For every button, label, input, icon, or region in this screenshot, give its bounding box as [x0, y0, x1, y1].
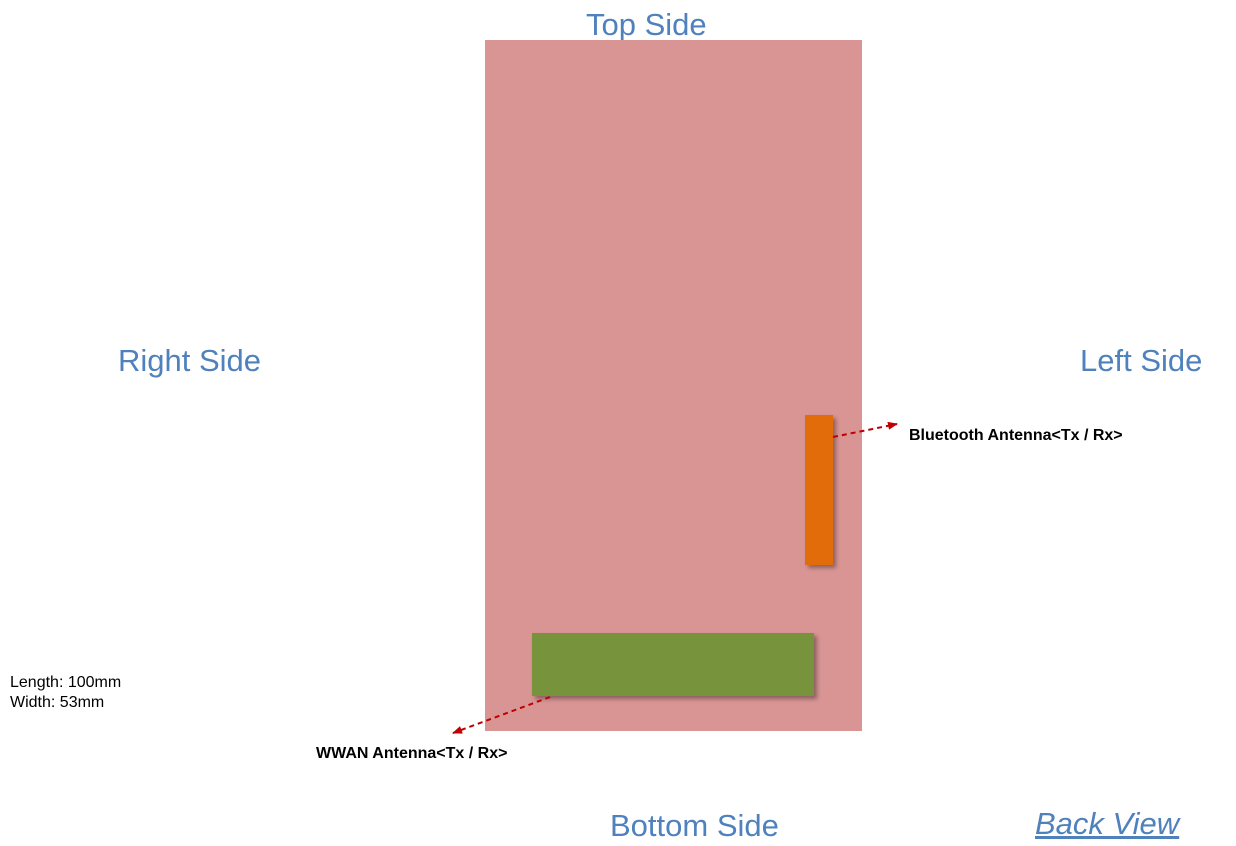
right-side-label: Right Side	[118, 343, 262, 378]
wwan-antenna-region	[532, 633, 814, 696]
wwan-antenna-label: WWAN Antenna<Tx / Rx>	[316, 745, 508, 762]
device-back-outline	[485, 40, 862, 731]
bottom-side-label: Bottom Side	[610, 808, 779, 843]
bluetooth-antenna-region	[805, 415, 833, 565]
dimensions-block: Length: 100mm Width: 53mm	[10, 673, 121, 713]
bluetooth-callout-arrow	[832, 421, 898, 438]
bluetooth-antenna-label: Bluetooth Antenna<Tx / Rx>	[909, 427, 1123, 444]
top-side-label: Top Side	[586, 7, 707, 42]
length-text: Length: 100mm	[10, 674, 122, 691]
wwan-callout-arrow	[452, 696, 551, 734]
left-side-label: Left Side	[1080, 343, 1203, 378]
width-text: Width: 53mm	[10, 694, 105, 711]
back-view-link[interactable]: Back View	[1035, 806, 1180, 841]
